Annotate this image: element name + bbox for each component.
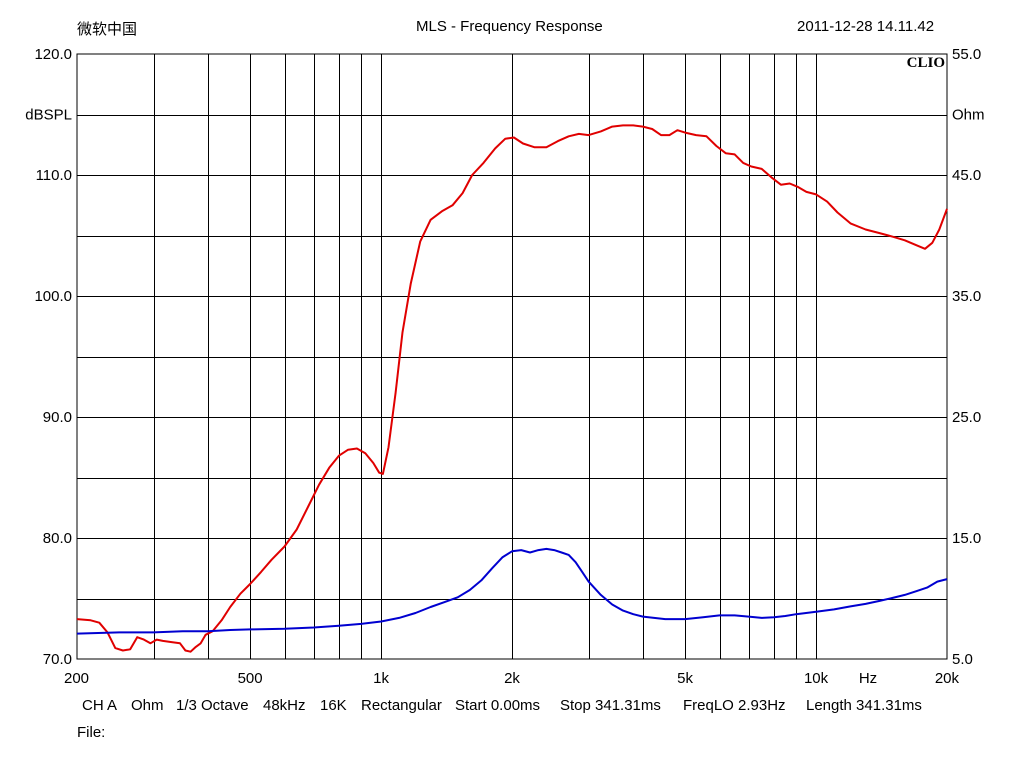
x-tick-label: 20k bbox=[935, 670, 960, 687]
footer-size: 16K bbox=[320, 697, 347, 714]
y-tick-label: 70.0 bbox=[43, 651, 72, 668]
footer-stop: Stop 341.31ms bbox=[560, 697, 661, 714]
header-app-label: 微软中国 bbox=[77, 21, 138, 38]
y2-tick-label: 15.0 bbox=[952, 530, 981, 547]
brand-logo: CLIO bbox=[907, 55, 945, 71]
footer-rate: 48kHz bbox=[263, 697, 306, 714]
y-tick-label: 120.0 bbox=[34, 46, 72, 63]
x-tick-label: 10k bbox=[804, 670, 829, 687]
footer-start: Start 0.00ms bbox=[455, 697, 541, 714]
timestamp: 2011-12-28 14.11.42 bbox=[797, 18, 935, 35]
y2-tick-label: 45.0 bbox=[952, 167, 981, 184]
footer-length: Length 341.31ms bbox=[806, 697, 922, 714]
chart-title: MLS - Frequency Response bbox=[416, 18, 603, 35]
y-tick-label: 110.0 bbox=[36, 167, 72, 184]
y2-tick-label: 55.0 bbox=[952, 46, 981, 63]
y2-tick-label: 25.0 bbox=[952, 409, 981, 426]
x-unit-label: Hz bbox=[859, 670, 877, 687]
x-tick-label: 500 bbox=[238, 670, 263, 687]
footer-unit: Ohm bbox=[131, 697, 164, 714]
y-tick-label: 90.0 bbox=[43, 409, 72, 426]
y-axis-label: dBSPL bbox=[25, 107, 72, 124]
y2-tick-label: 5.0 bbox=[952, 651, 973, 668]
footer-file-label: File: bbox=[77, 724, 106, 741]
y-tick-label: 80.0 bbox=[43, 530, 72, 547]
footer-freqlo: FreqLO 2.93Hz bbox=[683, 697, 786, 714]
x-tick-label: 200 bbox=[64, 670, 89, 687]
footer-octave: 1/3 Octave bbox=[176, 697, 249, 714]
footer-channel: CH A bbox=[82, 697, 118, 714]
impedance-curve bbox=[76, 547, 948, 635]
x-tick-label: 5k bbox=[677, 670, 693, 687]
y2-axis-label: Ohm bbox=[952, 107, 985, 124]
y-tick-label: 100.0 bbox=[34, 288, 72, 305]
x-tick-label: 1k bbox=[373, 670, 389, 687]
x-tick-label: 2k bbox=[504, 670, 520, 687]
footer-window: Rectangular bbox=[361, 697, 442, 714]
spl-curve bbox=[76, 124, 948, 653]
y2-tick-label: 35.0 bbox=[952, 288, 981, 305]
